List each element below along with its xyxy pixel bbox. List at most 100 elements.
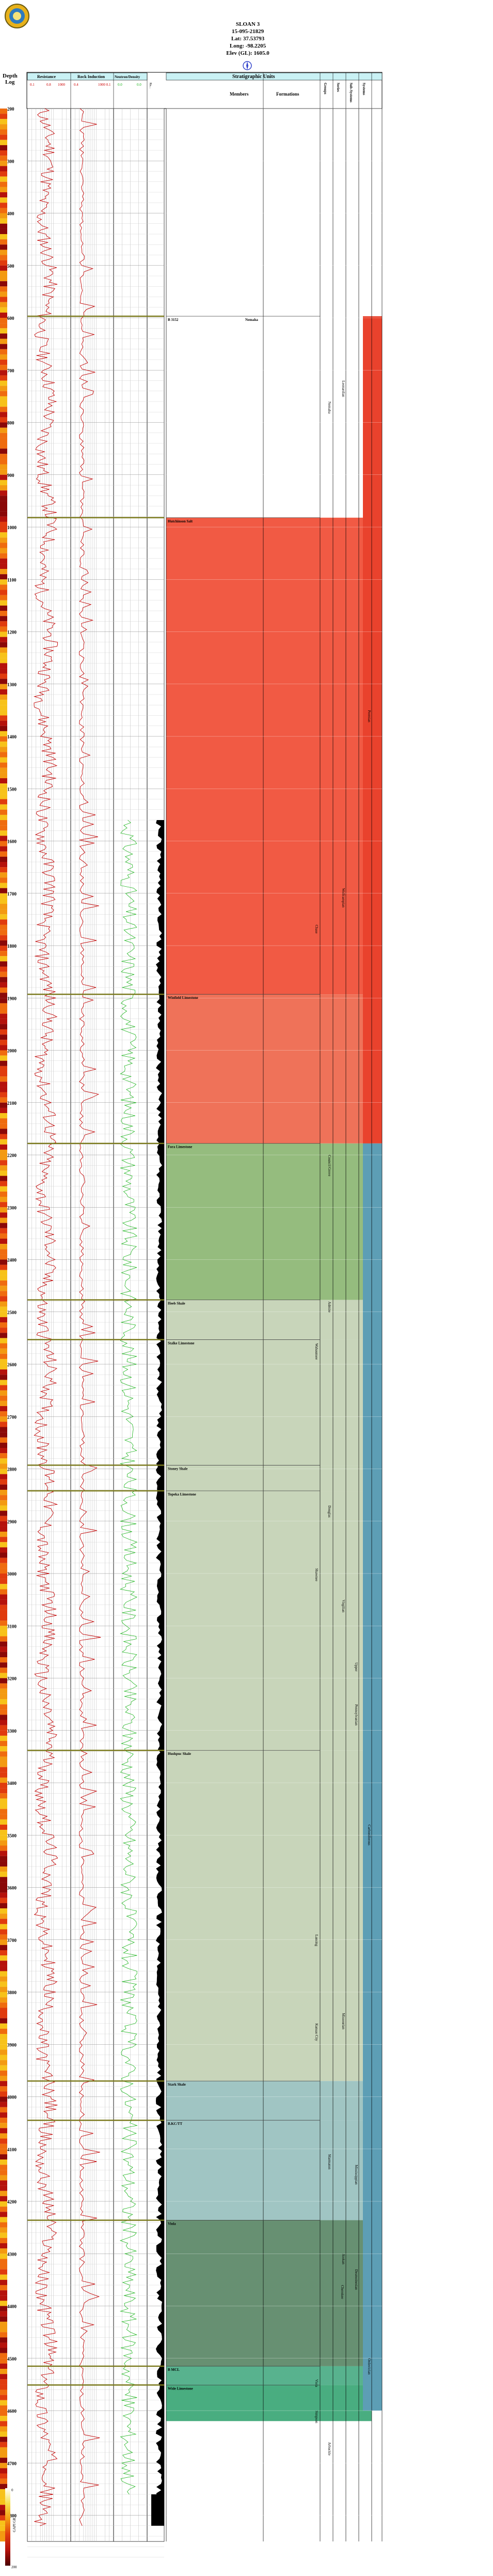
- strat-series-label: Virgilian: [341, 1600, 345, 1613]
- gr-color-cell: [0, 574, 7, 580]
- depth-label: 4400: [7, 2304, 17, 2309]
- gr-color-cell: [0, 2008, 7, 2013]
- gr-color-cell: [0, 1840, 7, 1846]
- col-subsystems: Sub-Systems: [349, 83, 353, 102]
- gr-color-cell: [0, 1579, 7, 1584]
- gr-color-cell: [0, 2369, 7, 2374]
- gr-color-cell: [0, 1019, 7, 1024]
- gr-color-cell: [0, 1369, 7, 1375]
- gr-color-cell: [0, 2463, 7, 2469]
- gr-color-cell: [0, 1202, 7, 1208]
- gr-color-cell: [0, 1003, 7, 1009]
- col-series: Series: [336, 83, 340, 92]
- gr-color-cell: [0, 1181, 7, 1186]
- strat-interval: [166, 1491, 372, 1751]
- gr-color-cell: [0, 2175, 7, 2181]
- strat-interval: [166, 2120, 372, 2220]
- gr-color-cell: [0, 1306, 7, 1312]
- induction-curve: [78, 108, 101, 2526]
- gr-color-cell: [0, 1568, 7, 1574]
- gr-color-cell: [0, 490, 7, 496]
- gr-color-cell: [0, 2374, 7, 2380]
- gr-color-cell: [0, 150, 7, 156]
- gr-color-cell: [0, 1756, 7, 1762]
- strat-series-label: Desmoinesian: [354, 2270, 358, 2290]
- gr-color-cell: [0, 715, 7, 721]
- depth-label: 4200: [7, 2199, 17, 2204]
- depth-label: 1100: [7, 577, 17, 582]
- gr-color-cell: [0, 553, 7, 559]
- gr-color-cell: [0, 1825, 7, 1830]
- gr-color-cell: [0, 1892, 7, 1898]
- well-lat: Lat: 37.53793: [231, 36, 265, 42]
- gr-color-cell: [0, 1783, 7, 1788]
- gr-color-cell: [0, 1730, 7, 1736]
- gr-color-cell: [0, 1165, 7, 1171]
- gr-color-cell: [0, 1259, 7, 1265]
- gr-color-cell: [0, 1646, 7, 1652]
- gr-color-cell: [0, 2201, 7, 2207]
- gr-color-cell: [0, 1788, 7, 1794]
- gr-color-cell: [0, 1082, 7, 1087]
- gr-color-cell: [0, 736, 7, 742]
- formation-top-label: B MCL: [168, 2368, 180, 2372]
- ind-min: 0.4: [74, 83, 78, 87]
- gr-color-cell: [0, 1390, 7, 1396]
- gr-color-cell: [0, 1814, 7, 1819]
- strat-interval: [166, 2385, 372, 2421]
- gr-color-cell: [0, 365, 7, 371]
- gr-color-cell: [0, 2159, 7, 2165]
- gr-color-cell: [0, 2436, 7, 2442]
- gr-color-cell: [0, 109, 7, 114]
- gr-color-cell: [0, 543, 7, 548]
- gr-color-cell: [0, 956, 7, 962]
- gr-color-cell: [0, 2013, 7, 2018]
- gr-color-cell: [0, 579, 7, 585]
- gr-color-cell: [0, 527, 7, 533]
- gr-color-cell: [0, 2207, 7, 2212]
- gr-color-cell: [0, 2468, 7, 2474]
- well-elev: Elev (GL): 1605.0: [226, 50, 269, 56]
- gr-color-cell: [0, 1055, 7, 1061]
- gr-color-cell: [0, 851, 7, 857]
- gr-color-cell: [0, 841, 7, 846]
- gr-color-cell: [0, 1557, 7, 1563]
- gr-color-cell: [0, 1992, 7, 1998]
- gr-color-cell: [0, 1500, 7, 1506]
- strat-interval: [166, 517, 372, 995]
- gr-color-cell: [0, 2023, 7, 2029]
- gr-color-cell: [0, 731, 7, 737]
- gr-color-cell: [0, 1657, 7, 1663]
- gr-color-cell: [0, 695, 7, 700]
- gr-color-cell: [0, 265, 7, 271]
- gr-color-cell: [0, 830, 7, 836]
- strat-interval: [166, 1300, 372, 1340]
- gr-color-cell: [0, 2411, 7, 2416]
- well-api: 15-095-21829: [231, 28, 264, 35]
- gr-color-cell: [0, 1286, 7, 1291]
- gr-color-cell: [0, 1809, 7, 1814]
- gr-color-cell: [0, 1484, 7, 1490]
- gr-color-cell: [0, 1129, 7, 1134]
- gr-color-cell: [0, 1751, 7, 1757]
- gr-color-cell: [0, 2478, 7, 2484]
- formation-top-label: Wide Limestone: [168, 2386, 193, 2390]
- gr-color-cell: [0, 626, 7, 632]
- gr-color-cell: [0, 605, 7, 611]
- gr-color-cell: [0, 1474, 7, 1479]
- gr-color-cell: [0, 454, 7, 459]
- gr-color-cell: [0, 2389, 7, 2395]
- carboniferous-band: [363, 1143, 382, 2411]
- gr-color-cell: [0, 1594, 7, 1600]
- gr-color-cell: [0, 836, 7, 841]
- depth-label: 3900: [7, 2042, 17, 2047]
- gr-color-cell: [0, 1919, 7, 1924]
- res-min: 0.1: [30, 83, 35, 87]
- gr-color-cell: [0, 2060, 7, 2065]
- depth-label: 800: [7, 421, 14, 426]
- gr-color-cell: [0, 302, 7, 307]
- depth-label: 200: [7, 106, 14, 112]
- depth-label: 500: [7, 264, 14, 269]
- neutron-curve: [119, 820, 138, 2495]
- gr-color-cell: [0, 1830, 7, 1835]
